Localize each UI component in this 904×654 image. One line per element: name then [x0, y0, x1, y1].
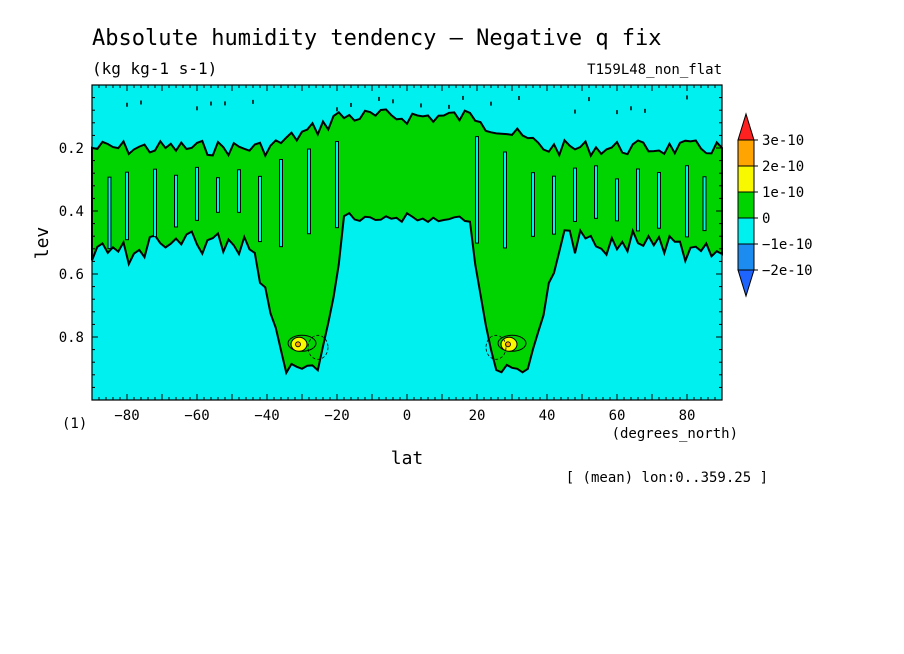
x-tick-label: 20	[469, 408, 486, 424]
y-axis-label: lev	[32, 227, 53, 260]
x-axis-label: lat	[391, 448, 424, 469]
x-tick-label: −60	[184, 408, 209, 424]
band-streak	[335, 141, 339, 229]
colorbar-swatch	[737, 217, 755, 245]
band-streak	[279, 159, 283, 248]
colorbar-label: 1e-10	[762, 185, 804, 201]
band-streak	[657, 172, 661, 229]
band-streak	[216, 177, 220, 213]
chart-title: Absolute humidity tendency — Negative q …	[92, 26, 662, 51]
y-tick-label: 0.8	[59, 330, 84, 346]
colorbar-label: 3e-10	[762, 133, 804, 149]
x-tick-label: 0	[403, 408, 411, 424]
colorbar-swatch	[737, 165, 755, 193]
negative-contour-north	[485, 334, 507, 360]
y-axis-units: (1)	[62, 416, 87, 432]
peak-core-south	[295, 341, 301, 348]
x-axis-units: (degrees_north)	[612, 426, 738, 442]
x-tick-label: −40	[254, 408, 279, 424]
y-tick-label: 0.6	[59, 267, 84, 283]
band-streak	[552, 175, 556, 235]
band-streak	[594, 165, 598, 219]
band-streak	[615, 178, 619, 222]
band-streak	[636, 168, 640, 232]
band-streak	[573, 167, 577, 222]
negative-contour-south	[307, 334, 329, 360]
colorbar-swatch	[737, 191, 755, 219]
band-streak	[685, 165, 689, 238]
band-streak	[475, 136, 479, 244]
band-streak	[125, 171, 129, 241]
x-axis-ticks: −80 −60 −40 −20 0 20 40 60 80	[91, 85, 723, 424]
colorbar-label: −1e-10	[762, 237, 813, 253]
band-streak	[258, 175, 262, 243]
colorbar-label: 0	[762, 211, 770, 227]
colorbar-swatch	[737, 139, 755, 167]
x-tick-label: −80	[114, 408, 139, 424]
run-label: T159L48_non_flat	[587, 62, 722, 78]
colorbar-label: 2e-10	[762, 159, 804, 175]
y-tick-label: 0.4	[59, 204, 84, 220]
band-streak	[195, 166, 199, 221]
contour-lines	[107, 95, 707, 360]
band-streak	[237, 169, 241, 213]
chart-subtitle: (kg kg-1 s-1)	[92, 59, 217, 78]
x-tick-label: 60	[609, 408, 626, 424]
band-streak	[307, 148, 311, 235]
band-streak	[153, 168, 157, 238]
mean-footer: [ (mean) lon:0..359.25 ]	[566, 470, 768, 486]
colorbar-top-triangle	[737, 112, 755, 141]
colorbar-bottom-triangle	[737, 269, 755, 298]
plot-area: −80 −60 −40 −20 0 20 40 60 80 0.2 0.4 0.6 0.8	[59, 84, 723, 424]
y-tick-label: 0.2	[59, 141, 84, 157]
band-streak	[174, 174, 178, 228]
y-axis-ticks: 0.2 0.4 0.6 0.8	[59, 97, 722, 388]
x-tick-label: 80	[679, 408, 696, 424]
band-streak	[531, 172, 535, 237]
colorbar-swatch	[737, 243, 755, 271]
colorbar-label: −2e-10	[762, 263, 813, 279]
band-streak	[107, 176, 112, 250]
x-tick-label: 40	[539, 408, 556, 424]
x-tick-label: −20	[324, 408, 349, 424]
colorbar: 3e-10 2e-10 1e-10 0 −1e-10 −2e-10	[737, 112, 813, 298]
band-streak	[503, 151, 507, 249]
band-streak	[702, 176, 707, 232]
